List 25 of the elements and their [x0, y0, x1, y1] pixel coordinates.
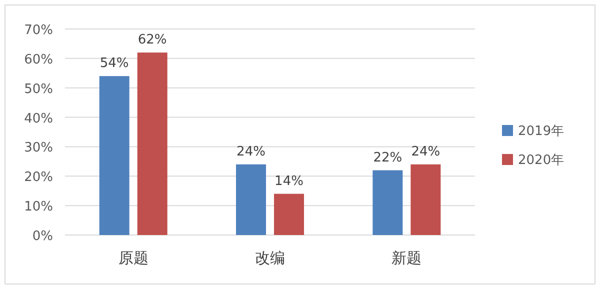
bar	[410, 164, 441, 235]
y-tick-label: 40%	[24, 111, 53, 126]
data-label: 62%	[138, 32, 167, 48]
y-tick-label: 10%	[24, 200, 53, 215]
y-tick-label: 50%	[24, 82, 53, 97]
data-label: 54%	[100, 56, 129, 72]
y-tick-label: 30%	[24, 140, 53, 156]
legend-label: 2019年	[518, 124, 564, 139]
data-label: 14%	[274, 174, 304, 189]
y-tick-label: 60%	[24, 52, 53, 68]
bar	[137, 52, 168, 235]
bar	[274, 194, 304, 235]
bar	[99, 76, 130, 235]
x-tick-label: 原题	[118, 249, 148, 267]
y-tick-label: 70%	[24, 23, 53, 38]
x-tick-label: 新题	[392, 249, 422, 267]
x-tick-label: 改编	[255, 249, 285, 267]
legend-label: 2020年	[518, 153, 564, 168]
y-tick-label: 0%	[32, 229, 53, 244]
data-label: 24%	[411, 144, 440, 160]
y-tick-label: 20%	[24, 170, 53, 186]
data-label: 22%	[373, 150, 402, 166]
bar	[236, 164, 266, 235]
bar	[372, 170, 403, 235]
data-label: 24%	[236, 144, 266, 160]
